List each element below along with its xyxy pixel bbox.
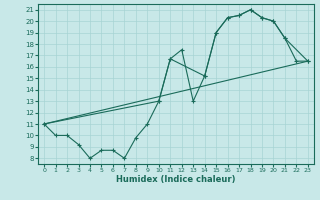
X-axis label: Humidex (Indice chaleur): Humidex (Indice chaleur)	[116, 175, 236, 184]
